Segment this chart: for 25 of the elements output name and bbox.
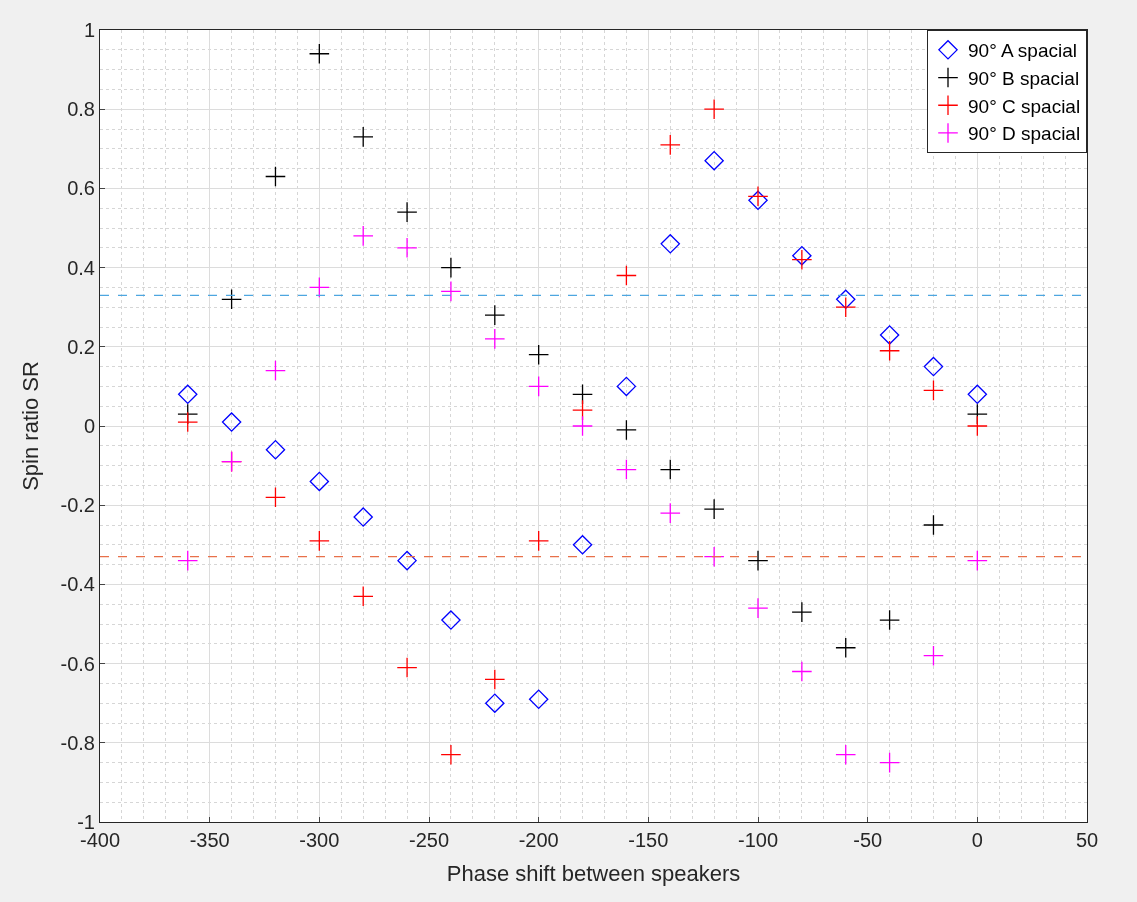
x-tick-label: -50 — [853, 829, 883, 851]
x-tick-label: -300 — [299, 829, 340, 851]
y-axis-title: Spin ratio SR — [18, 361, 44, 491]
x-tick-label: 50 — [1075, 829, 1099, 851]
y-tick-label: -0.6 — [60, 652, 95, 675]
y-tick-label: -0.8 — [60, 731, 95, 754]
x-axis-title: Phase shift between speakers — [446, 860, 741, 886]
y-tick-label: 1 — [83, 19, 95, 41]
y-tick-label: -0.4 — [60, 573, 95, 596]
y-tick-label: -0.2 — [60, 494, 95, 517]
x-tick-label: -100 — [737, 829, 779, 851]
legend-label: 90° D spacial — [968, 123, 1081, 145]
x-tick-label: -150 — [628, 829, 669, 851]
x-tick-label: 0 — [971, 829, 983, 851]
y-tick-label: 0.4 — [67, 256, 95, 279]
legend-label: 90° B spacial — [968, 67, 1080, 89]
y-tick-label: 0.6 — [67, 177, 95, 200]
x-tick-label: -250 — [408, 829, 450, 851]
y-tick-label: 0 — [83, 415, 95, 437]
y-tick-label: 0.2 — [67, 335, 95, 358]
legend-label: 90° C spacial — [968, 95, 1081, 117]
y-tick-label: 0.8 — [67, 98, 95, 121]
x-tick-label: -350 — [189, 829, 230, 851]
x-tick-label: -200 — [518, 829, 559, 851]
legend-label: 90° A spacial — [968, 40, 1078, 62]
